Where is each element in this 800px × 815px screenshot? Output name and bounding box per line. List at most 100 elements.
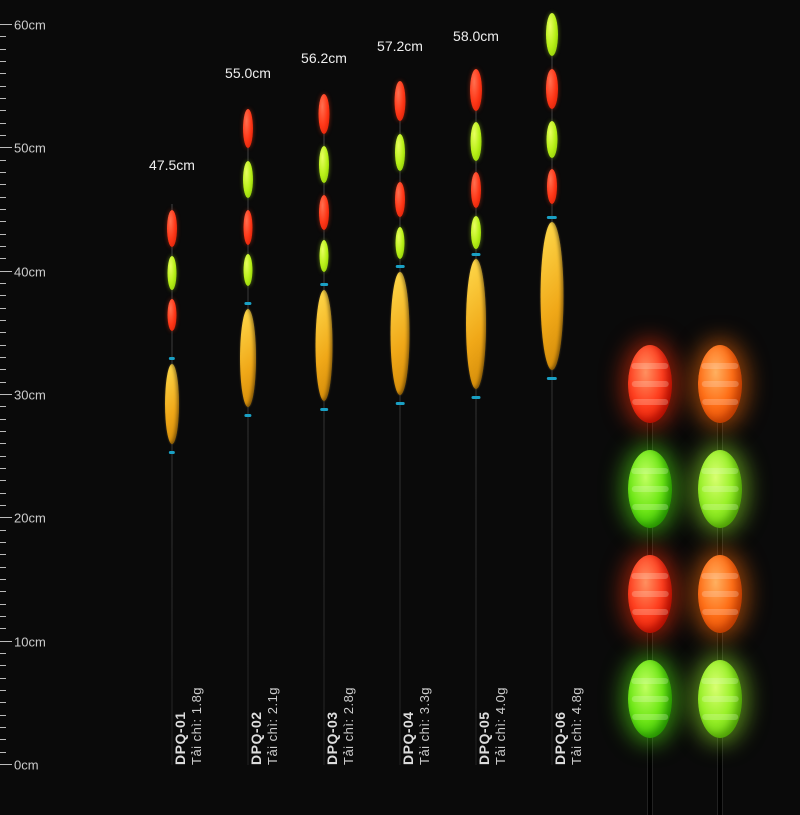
ruler-tick-minor (0, 567, 6, 568)
float-band (547, 377, 557, 380)
ruler-tick-major (0, 764, 12, 765)
ruler-label: 60cm (14, 18, 46, 33)
float-tip-bead (243, 161, 253, 198)
ruler-tick-minor (0, 739, 6, 740)
float-model-label: DPQ-05Tải chì: 4.0g (476, 687, 508, 765)
float-dpq-03: 56.2cmDPQ-03Tải chì: 2.8g (294, 72, 354, 765)
float-tip-bead (471, 122, 482, 160)
glow-bead (698, 555, 742, 633)
ruler-tick-major (0, 394, 12, 395)
ruler-tick-minor (0, 443, 6, 444)
ruler-tick-minor (0, 295, 6, 296)
ruler-tick-minor (0, 468, 6, 469)
glowing-bead-detail (600, 345, 770, 775)
float-model-label: DPQ-04Tải chì: 3.3g (400, 687, 432, 765)
glow-bead-segment (701, 363, 738, 369)
float-dpq-02: 55.0cmDPQ-02Tải chì: 2.1g (218, 87, 278, 765)
ruler-tick-minor (0, 197, 6, 198)
float-tip-bead (547, 121, 558, 158)
ruler-tick-minor (0, 345, 6, 346)
ruler-tick-minor (0, 160, 6, 161)
float-height-label: 47.5cm (149, 157, 195, 173)
float-model-id: DPQ-03 (324, 711, 340, 765)
ruler-tick-minor (0, 382, 6, 383)
ruler-label: 0cm (14, 758, 39, 773)
ruler-tick-minor (0, 419, 6, 420)
ruler-tick-minor (0, 209, 6, 210)
ruler-tick-minor (0, 308, 6, 309)
float-tip-bead (168, 299, 177, 331)
ruler-tick-minor (0, 456, 6, 457)
ruler-label: 10cm (14, 634, 46, 649)
vertical-ruler: 0cm10cm20cm30cm40cm50cm60cm (0, 25, 50, 765)
detail-column (620, 345, 680, 775)
glow-bead-segment (631, 468, 668, 474)
ruler-tick-minor (0, 616, 6, 617)
ruler-tick-minor (0, 369, 6, 370)
float-body (165, 364, 179, 444)
ruler-tick-minor (0, 73, 6, 74)
float-model-id: DPQ-06 (552, 711, 568, 765)
ruler-tick-minor (0, 604, 6, 605)
glow-bead-segment (701, 573, 738, 579)
ruler-tick-minor (0, 123, 6, 124)
glow-bead (698, 345, 742, 423)
float-tip-bead (244, 210, 253, 245)
float-weight-label: Tải chì: 1.8g (189, 687, 204, 765)
ruler-tick-minor (0, 530, 6, 531)
float-band (169, 357, 175, 360)
glow-bead (628, 555, 672, 633)
glow-bead-segment (632, 504, 668, 510)
ruler-tick-minor (0, 221, 6, 222)
ruler-tick-minor (0, 653, 6, 654)
float-height-label: 55.0cm (225, 65, 271, 81)
float-dpq-01: 47.5cmDPQ-01Tải chì: 1.8g (142, 179, 202, 765)
float-tip-bead (546, 69, 558, 108)
ruler-tick-major (0, 517, 12, 518)
glow-bead-segment (702, 486, 739, 492)
float-body (541, 222, 564, 370)
float-body (466, 259, 486, 389)
ruler-tick-minor (0, 678, 6, 679)
float-tip-bead (168, 256, 177, 291)
ruler-tick-major (0, 24, 12, 25)
ruler-tick-minor (0, 554, 6, 555)
float-height-label: 58.0cm (453, 28, 499, 44)
float-tip-bead (470, 69, 482, 111)
float-model-label: DPQ-01Tải chì: 1.8g (172, 687, 204, 765)
ruler-tick-minor (0, 591, 6, 592)
float-band (472, 396, 481, 399)
float-band (396, 402, 405, 405)
float-band (320, 283, 328, 286)
ruler-tick-minor (0, 258, 6, 259)
float-body (391, 272, 410, 395)
ruler-tick-minor (0, 542, 6, 543)
ruler-tick-minor (0, 283, 6, 284)
ruler-tick-major (0, 271, 12, 272)
glow-bead-segment (701, 468, 738, 474)
float-weight-label: Tải chì: 4.8g (569, 687, 584, 765)
float-weight-label: Tải chì: 3.3g (417, 687, 432, 765)
ruler-tick-minor (0, 320, 6, 321)
glow-bead-segment (702, 714, 738, 720)
float-model-id: DPQ-05 (476, 711, 492, 765)
ruler-tick-minor (0, 135, 6, 136)
float-band (320, 408, 328, 411)
float-weight-label: Tải chì: 2.8g (341, 687, 356, 765)
ruler-tick-major (0, 147, 12, 148)
ruler-label: 50cm (14, 141, 46, 156)
ruler-tick-minor (0, 431, 6, 432)
ruler-tick-minor (0, 702, 6, 703)
float-model-id: DPQ-04 (400, 711, 416, 765)
glow-bead-segment (632, 399, 668, 405)
glow-bead (628, 450, 672, 528)
glow-bead-segment (702, 504, 738, 510)
float-model-label: DPQ-02Tải chì: 2.1g (248, 687, 280, 765)
ruler-tick-minor (0, 110, 6, 111)
float-band (547, 216, 557, 219)
float-band (244, 302, 251, 305)
ruler-label: 20cm (14, 511, 46, 526)
float-tip-bead (395, 182, 405, 218)
ruler-tick-minor (0, 628, 6, 629)
glow-bead-segment (631, 363, 668, 369)
